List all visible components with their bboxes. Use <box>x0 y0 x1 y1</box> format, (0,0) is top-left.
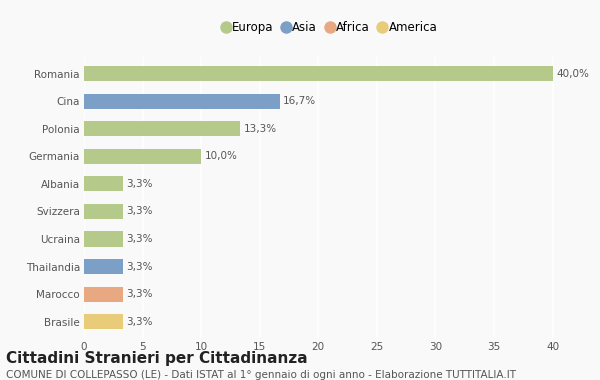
Bar <box>84 231 122 247</box>
Bar <box>84 287 122 302</box>
Text: 3,3%: 3,3% <box>126 179 152 189</box>
Bar <box>84 149 201 164</box>
Bar <box>84 66 553 81</box>
Bar <box>84 204 122 219</box>
Text: 3,3%: 3,3% <box>126 261 152 272</box>
Text: 13,3%: 13,3% <box>244 124 277 134</box>
Text: 3,3%: 3,3% <box>126 234 152 244</box>
Text: 3,3%: 3,3% <box>126 206 152 216</box>
Legend: Europa, Asia, Africa, America: Europa, Asia, Africa, America <box>218 16 442 39</box>
Text: 10,0%: 10,0% <box>205 151 238 161</box>
Bar <box>84 93 280 109</box>
Text: 3,3%: 3,3% <box>126 289 152 299</box>
Bar <box>84 259 122 274</box>
Text: COMUNE DI COLLEPASSO (LE) - Dati ISTAT al 1° gennaio di ogni anno - Elaborazione: COMUNE DI COLLEPASSO (LE) - Dati ISTAT a… <box>6 370 516 380</box>
Bar <box>84 176 122 192</box>
Bar <box>84 121 240 136</box>
Text: 40,0%: 40,0% <box>556 68 589 79</box>
Text: 16,7%: 16,7% <box>283 96 316 106</box>
Text: Cittadini Stranieri per Cittadinanza: Cittadini Stranieri per Cittadinanza <box>6 352 308 366</box>
Bar <box>84 314 122 329</box>
Text: 3,3%: 3,3% <box>126 317 152 327</box>
